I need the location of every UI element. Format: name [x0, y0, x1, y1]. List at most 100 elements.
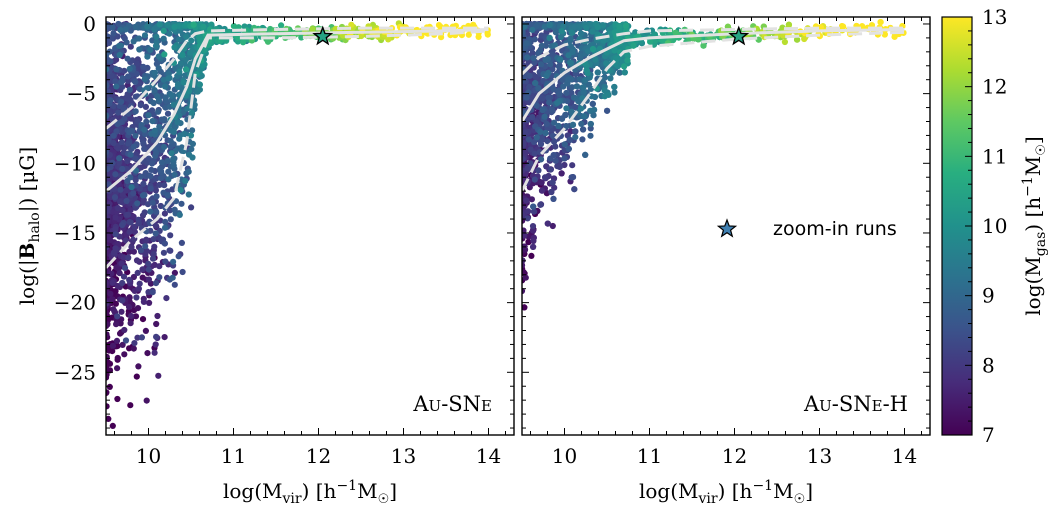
scatter-point	[140, 180, 147, 187]
scatter-point	[106, 354, 110, 361]
scatter-point	[185, 88, 193, 95]
scatter-point	[111, 194, 119, 201]
scatter-point	[131, 340, 138, 347]
scatter-point	[179, 268, 186, 276]
scatter-point	[119, 207, 126, 214]
scatter-point	[106, 389, 110, 397]
scatter-point	[171, 281, 178, 288]
scatter-point	[566, 136, 574, 143]
percentile-84-line	[106, 26, 489, 130]
scatter-point	[119, 191, 126, 198]
scatter-point	[126, 248, 133, 255]
scatter-point	[109, 24, 116, 31]
scatter-point	[117, 186, 124, 193]
scatter-point	[114, 204, 121, 212]
scatter-point	[152, 280, 160, 287]
scatter-point	[437, 23, 444, 30]
scatter-point	[103, 478, 109, 484]
scatter-point	[196, 86, 203, 93]
scatter-point	[153, 33, 160, 40]
scatter-point	[557, 56, 564, 63]
scatter-point	[161, 240, 168, 247]
scatter-point	[188, 109, 195, 116]
scatter-point	[141, 209, 148, 216]
scatter-point	[537, 140, 545, 148]
scatter-point	[106, 39, 113, 47]
scatter-point	[611, 83, 618, 91]
scatter-point	[522, 232, 528, 239]
scatter-point	[544, 138, 551, 145]
scatter-point	[134, 269, 141, 276]
scatter-point	[200, 23, 207, 30]
scatter-point	[117, 198, 124, 205]
scatter-point	[152, 341, 159, 348]
scatter-point	[140, 63, 147, 70]
scatter-point	[178, 239, 185, 246]
scatter-point	[106, 136, 112, 143]
scatter-point	[134, 334, 141, 341]
scatter-point	[150, 99, 157, 107]
scatter-point	[621, 69, 628, 76]
scatter-point	[585, 48, 592, 55]
scatter-point	[134, 305, 142, 312]
scatter-point	[162, 218, 169, 225]
scatter-point	[523, 40, 530, 47]
scatter-point	[176, 36, 183, 43]
scatter-point	[530, 237, 537, 245]
scatter-point	[106, 221, 110, 228]
scatter-point	[189, 127, 196, 134]
scatter-point	[150, 137, 158, 144]
scatter-point	[542, 129, 549, 137]
scatter-point	[118, 260, 125, 267]
scatter-point	[127, 402, 134, 409]
scatter-point	[113, 128, 120, 135]
scatter-point	[147, 185, 154, 192]
scatter-point	[117, 26, 124, 33]
scatter-point	[125, 77, 132, 84]
scatter-point	[142, 103, 149, 110]
scatter-point	[126, 345, 133, 352]
scatter-point	[127, 219, 134, 226]
scatter-point	[465, 31, 472, 38]
scatter-point	[155, 372, 162, 379]
scatter-point	[188, 37, 195, 44]
scatter-point	[155, 97, 162, 104]
scatter-point	[127, 320, 134, 327]
scatter-point	[107, 97, 114, 104]
scatter-point	[522, 287, 526, 295]
scatter-point	[583, 24, 590, 31]
panel-label-left: AU-SNE	[412, 392, 492, 416]
scatter-point	[161, 210, 168, 217]
scatter-point	[177, 187, 184, 194]
scatter-point	[127, 207, 134, 214]
scatter-point	[149, 118, 156, 125]
scatter-point	[158, 159, 166, 166]
scatter-point	[106, 363, 110, 370]
y-tick-label: −5	[67, 82, 96, 106]
scatter-point	[181, 130, 188, 137]
scatter-point	[150, 236, 157, 243]
scatter-point	[139, 266, 146, 273]
scatter-point	[119, 279, 126, 287]
scatter-point	[537, 47, 544, 54]
scatter-point	[542, 174, 549, 181]
scatter-point	[153, 320, 160, 328]
scatter-point	[143, 118, 150, 125]
scatter-point	[130, 248, 137, 255]
scatter-point	[470, 21, 477, 28]
scatter-point	[134, 118, 141, 125]
scatter-point	[108, 296, 116, 303]
scatter-point	[568, 29, 576, 36]
scatter-point	[537, 156, 545, 163]
scatter-point	[578, 30, 585, 37]
scatter-point	[117, 330, 124, 337]
scatter-point	[135, 216, 142, 223]
scatter-point	[522, 304, 528, 311]
scatter-point	[190, 21, 197, 28]
scatter-point	[113, 337, 121, 344]
scatter-point	[550, 85, 557, 93]
scatter-point	[161, 143, 168, 150]
y-tick-label: −25	[54, 360, 96, 384]
scatter-point	[135, 285, 142, 292]
scatter-point	[561, 155, 568, 162]
